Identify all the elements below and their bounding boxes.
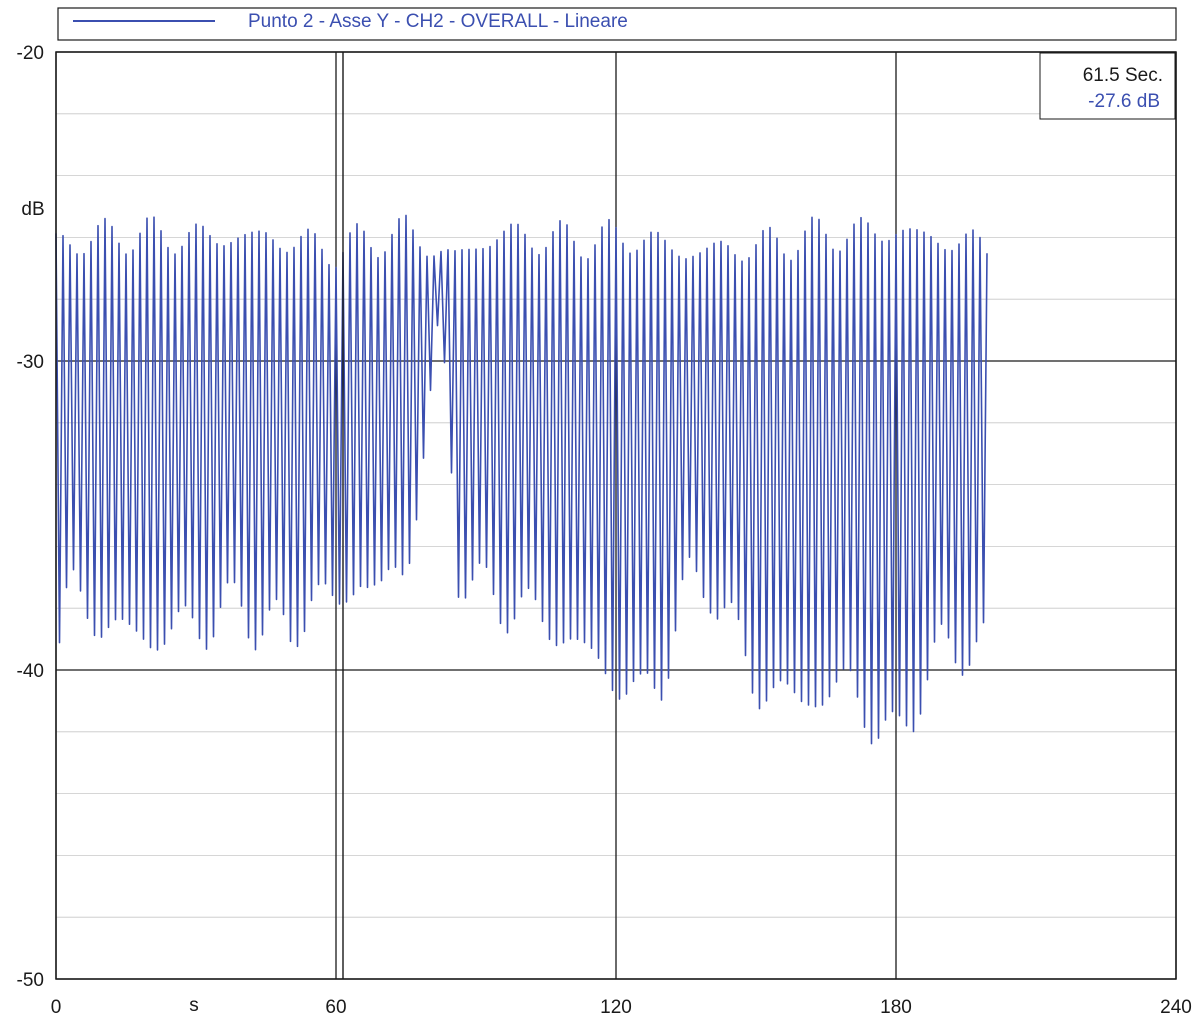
y-axis-label: dB [21, 199, 44, 220]
x-tick-label: 0 [51, 997, 62, 1018]
legend-label-series-1: Punto 2 - Asse Y - CH2 - OVERALL - Linea… [248, 11, 628, 32]
cursor-readout: 61.5 Sec. -27.6 dB [1039, 52, 1176, 120]
cursor-readout-box [1039, 52, 1176, 120]
x-tick-label: 120 [600, 997, 632, 1018]
y-tick-label: -30 [17, 352, 44, 373]
x-axis-label: s [189, 995, 199, 1016]
series-line-1 [55, 214, 988, 745]
x-tick-label: 60 [325, 997, 346, 1018]
y-tick-label: -40 [17, 661, 44, 682]
y-tick-label: -20 [17, 43, 44, 64]
legend-box [57, 7, 1177, 41]
y-tick-label: -50 [17, 970, 44, 991]
x-tick-label: 240 [1160, 997, 1192, 1018]
cursor-readout-value: -27.6 dB [1088, 91, 1160, 112]
plot-frame [55, 51, 1177, 980]
cursor-readout-time: 61.5 Sec. [1083, 65, 1163, 86]
series-layer [55, 214, 988, 745]
legend: Punto 2 - Asse Y - CH2 - OVERALL - Linea… [57, 7, 1177, 41]
x-tick-label: 180 [880, 997, 912, 1018]
tick-labels: 0 60 120 180 240 -20 -30 -40 -50 [17, 43, 1192, 1018]
